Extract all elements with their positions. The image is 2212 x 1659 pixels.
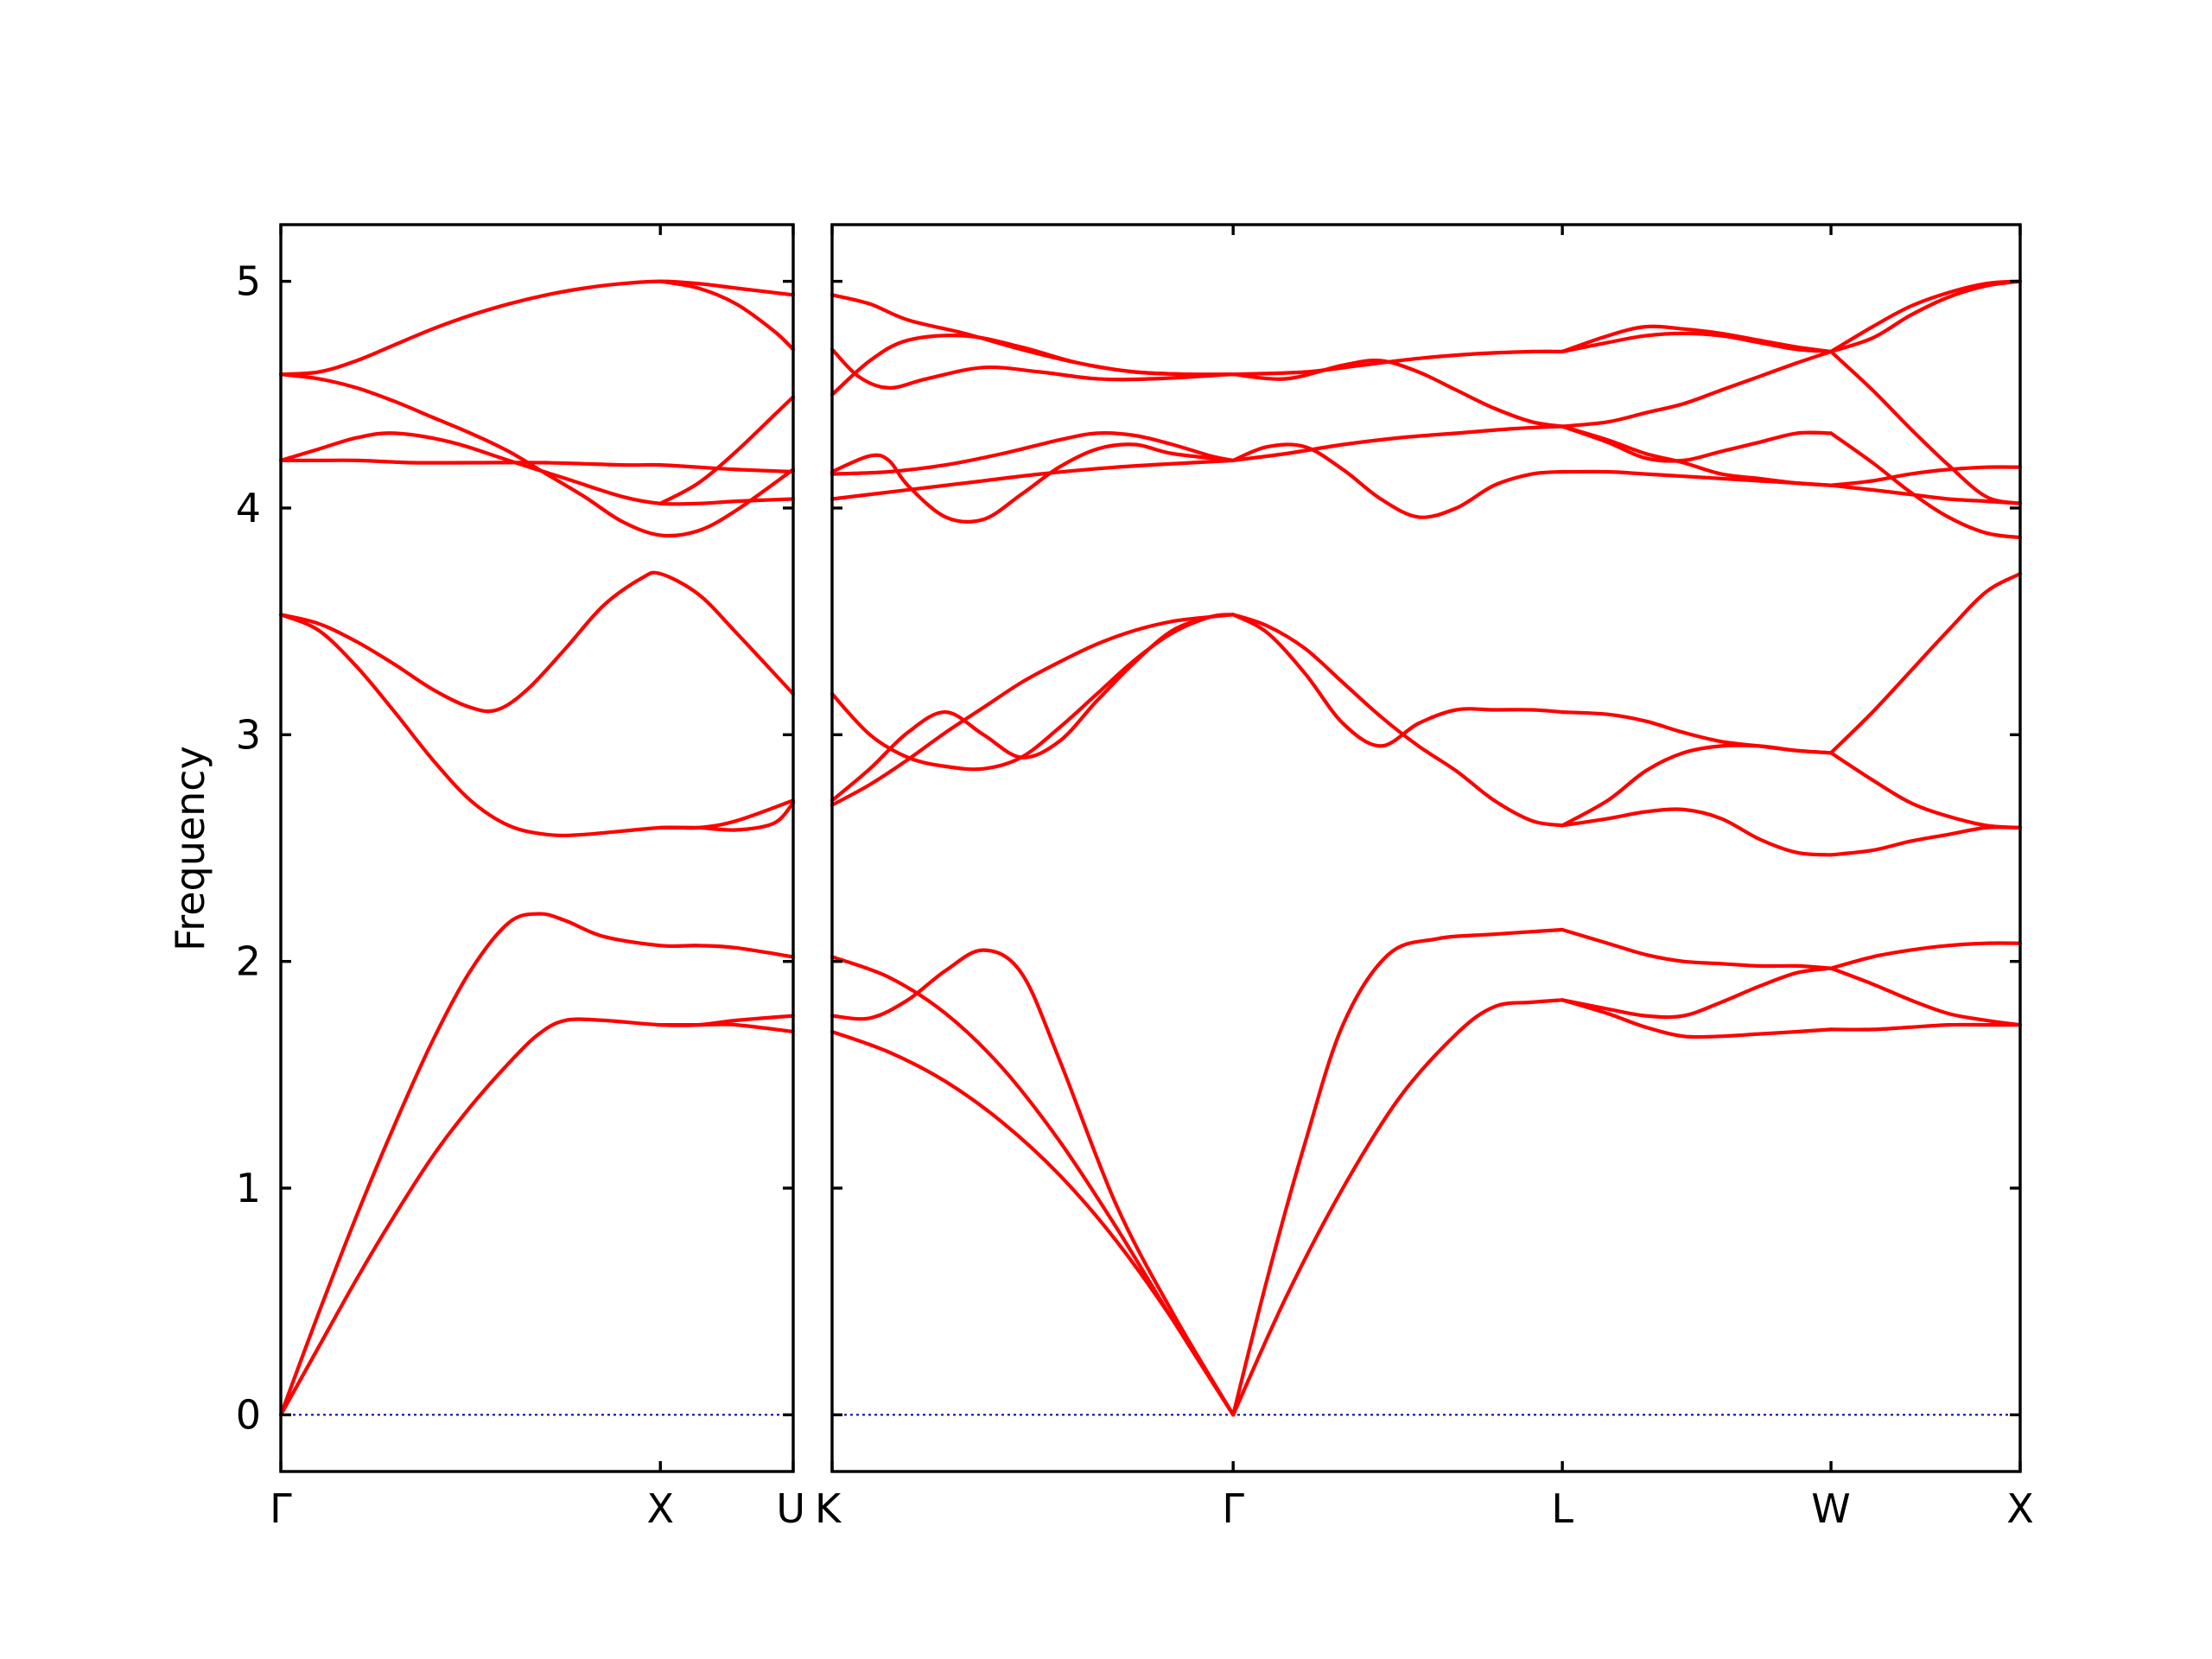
x-tick-label: X	[647, 1485, 675, 1532]
band-line	[658, 1022, 796, 1034]
band-line	[830, 442, 1236, 524]
band-line	[1829, 751, 2023, 830]
x-tick-label: L	[1551, 1485, 1573, 1532]
x-tick-label: U	[776, 1485, 805, 1532]
band-line	[830, 613, 1236, 807]
band-line	[830, 458, 1236, 501]
band-line	[1560, 331, 1834, 353]
band-line	[1560, 469, 1834, 487]
y-tick-label: 3	[236, 711, 261, 758]
band-line	[1829, 431, 2023, 540]
y-tick-label: 2	[236, 938, 261, 985]
band-line	[658, 279, 796, 352]
band-line	[1231, 927, 1565, 1417]
plot-frame	[279, 223, 795, 1473]
band-line	[1231, 613, 1565, 828]
band-line	[278, 279, 796, 377]
band-line	[1231, 998, 1565, 1417]
band-line	[1231, 442, 1565, 519]
band-line	[1829, 571, 2023, 755]
band-line	[1231, 349, 1565, 377]
band-line	[830, 613, 1236, 772]
band-line	[1829, 1022, 2023, 1032]
band-line	[1829, 279, 2023, 353]
band-line	[1560, 998, 1834, 1039]
x-tick-label: Γ	[1222, 1485, 1244, 1532]
band-line	[1231, 359, 1565, 429]
band-line	[658, 800, 796, 832]
band-line	[830, 613, 1236, 803]
band-line	[1829, 941, 2023, 970]
x-tick-label: W	[1811, 1485, 1850, 1532]
band-line	[1829, 966, 2023, 1027]
band-line	[1560, 807, 1834, 857]
band-line	[1829, 825, 2023, 857]
band-line	[278, 570, 796, 714]
band-line	[830, 1029, 1236, 1417]
band-line	[830, 948, 1236, 1417]
band-line	[830, 431, 1236, 476]
band-line	[278, 613, 796, 838]
y-tick-label: 1	[236, 1165, 261, 1211]
x-tick-label: Γ	[270, 1485, 292, 1532]
band-line	[830, 334, 1236, 397]
y-tick-label: 5	[236, 258, 261, 305]
band-line	[1829, 349, 2023, 505]
band-line	[278, 458, 796, 474]
y-tick-label: 0	[236, 1391, 261, 1438]
band-line	[830, 347, 1236, 391]
band-line	[1560, 966, 1834, 1020]
band-line	[1829, 483, 2023, 505]
band-line	[1231, 424, 1565, 462]
y-axis-label: Frequency	[167, 746, 213, 951]
y-axis: 0 1 2 3 4 5	[236, 258, 261, 1439]
band-line	[1829, 279, 2023, 353]
band-line	[1560, 927, 1834, 970]
band-line	[1560, 710, 1834, 755]
band-line	[658, 395, 796, 505]
band-line	[1829, 465, 2023, 487]
band-line	[830, 293, 1236, 377]
band-line	[830, 955, 1236, 1417]
band-line	[1231, 613, 1565, 748]
band-line	[1560, 324, 1834, 353]
band-line	[1560, 349, 1834, 429]
plot-frame	[830, 223, 2022, 1473]
band-line	[278, 372, 796, 538]
x-tick-label: X	[2006, 1485, 2034, 1532]
x-tick-label: K	[815, 1485, 842, 1532]
band-line	[1560, 743, 1834, 828]
y-tick-label: 4	[236, 485, 261, 531]
band-line	[1560, 424, 1834, 463]
band-line	[278, 912, 796, 1417]
